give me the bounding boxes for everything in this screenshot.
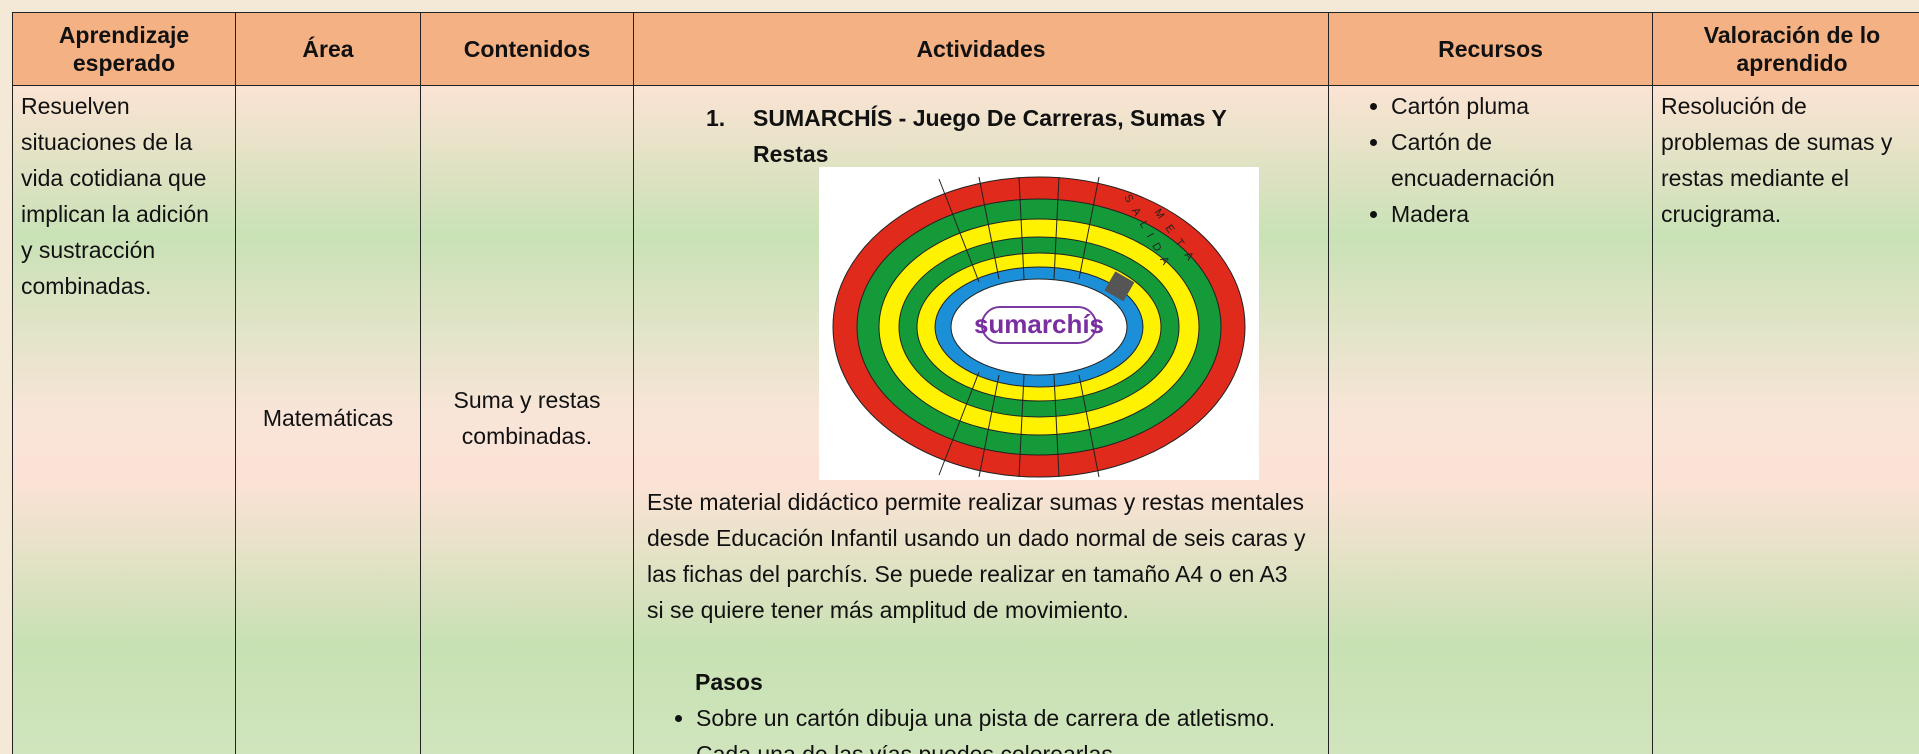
- text: Resuelven situaciones de la vida cotidia…: [21, 93, 209, 299]
- steps-title: Pasos: [695, 669, 763, 695]
- cell: Suma y restas combinadas.: [420, 86, 634, 754]
- cell: Resolución de problemas de sumas y resta…: [1652, 86, 1919, 754]
- header-cell: Área: [235, 12, 421, 86]
- resource: Cartón pluma: [1391, 88, 1652, 124]
- table: Aprendizaje esperado Área Contenidos Act…: [12, 12, 1919, 754]
- resource: Cartón de encuadernación: [1391, 124, 1652, 196]
- resources-list: Cartón pluma Cartón de encuadernación Ma…: [1329, 86, 1652, 232]
- cell: Cartón pluma Cartón de encuadernación Ma…: [1328, 86, 1653, 754]
- step: Sobre un cartón dibuja una pista de carr…: [696, 700, 1328, 754]
- list-number: 1.: [706, 105, 726, 131]
- board-logo: sumarchís: [974, 309, 1104, 339]
- text: Suma y restas combinadas.: [453, 387, 601, 449]
- cell: Matemáticas: [235, 86, 421, 754]
- text: Resolución de problemas de sumas y resta…: [1661, 93, 1893, 227]
- description: Este material didáctico permite realizar…: [647, 489, 1306, 623]
- cell: 1. SUMARCHÍS - Juego De Carreras, Sumas …: [633, 86, 1329, 754]
- header-cell: Valoración de lo aprendido: [1652, 12, 1919, 86]
- header-cell: Contenidos: [420, 12, 634, 86]
- header-cell: Aprendizaje esperado: [12, 12, 236, 86]
- header-cell: Recursos: [1328, 12, 1653, 86]
- cell: Resuelven situaciones de la vida cotidia…: [12, 86, 236, 754]
- header-cell: Actividades: [633, 12, 1329, 86]
- resource: Madera: [1391, 196, 1652, 232]
- activity-title: SUMARCHÍS - Juego De Carreras, Sumas Y R…: [753, 105, 1227, 167]
- steps-list: Sobre un cartón dibuja una pista de carr…: [634, 700, 1328, 754]
- text: Matemáticas: [262, 405, 394, 431]
- board-image: sumarchís SALIDA META: [819, 167, 1259, 480]
